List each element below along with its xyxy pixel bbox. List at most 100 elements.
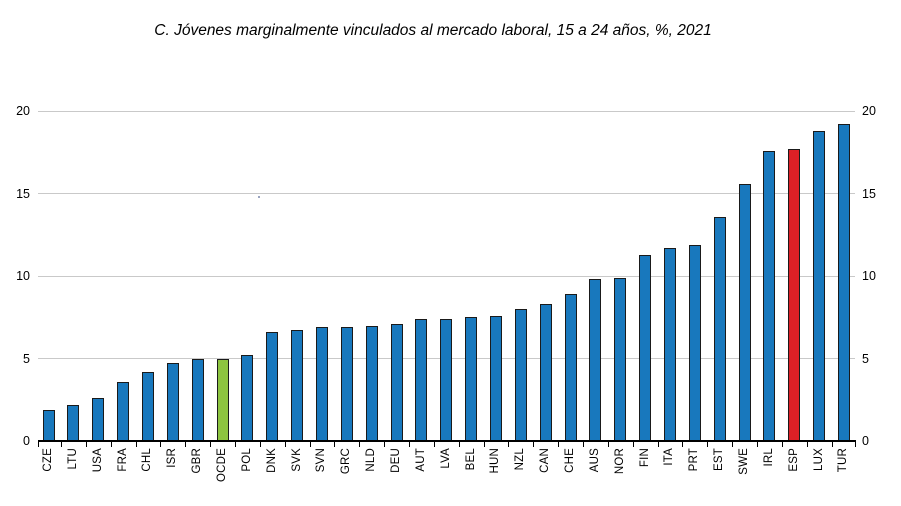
- x-label-AUT: AUT: [414, 448, 427, 472]
- bar-CHL: [141, 371, 154, 441]
- x-label-GBR: GBR: [191, 448, 204, 474]
- bar-AUT: [415, 318, 428, 441]
- y-tick-label-left-5: 5: [23, 351, 30, 366]
- bar-CZE: [42, 409, 55, 441]
- x-label-CAN: CAN: [539, 448, 552, 473]
- bar-PRT: [688, 244, 701, 441]
- x-label-IRL: IRL: [762, 448, 775, 467]
- stray-dot-artifact: [258, 196, 260, 198]
- y-tick-label-right-5: 5: [862, 351, 869, 366]
- bar-POL: [241, 355, 254, 441]
- x-axis-tick: [284, 442, 286, 447]
- x-axis-tick: [533, 442, 535, 447]
- gridline-10: [38, 275, 855, 277]
- x-label-SWE: SWE: [738, 448, 751, 475]
- x-label-PRT: PRT: [688, 448, 701, 472]
- x-label-GRC: GRC: [340, 448, 353, 475]
- x-label-OCDE: OCDE: [216, 448, 228, 483]
- x-axis-tick: [756, 442, 758, 447]
- x-axis-tick: [458, 442, 460, 447]
- bar-HUN: [489, 315, 502, 441]
- x-label-LUX: LUX: [812, 448, 825, 471]
- x-axis-tick: [433, 442, 435, 447]
- x-axis-tick: [135, 442, 137, 447]
- x-label-DEU: DEU: [390, 448, 403, 473]
- x-label-CHL: CHL: [141, 448, 154, 472]
- bar-LTU: [67, 404, 80, 441]
- x-axis-tick: [781, 442, 783, 447]
- bar-AUS: [589, 279, 602, 441]
- bar-USA: [92, 398, 105, 441]
- x-label-USA: USA: [91, 448, 104, 473]
- x-label-CHE: CHE: [564, 448, 577, 473]
- bar-FRA: [117, 381, 130, 441]
- bar-NOR: [614, 277, 627, 441]
- x-axis-tick: [483, 442, 485, 447]
- x-axis-tick: [831, 442, 833, 447]
- x-axis-tick: [359, 442, 361, 447]
- x-label-EST: EST: [713, 448, 726, 471]
- x-axis-tick: [259, 442, 261, 447]
- x-label-ISR: ISR: [166, 448, 179, 468]
- x-label-SVN: SVN: [315, 448, 328, 473]
- bar-ISR: [166, 363, 179, 441]
- x-axis-tick: [160, 442, 162, 447]
- bar-BEL: [465, 317, 478, 441]
- x-label-CZE: CZE: [42, 448, 54, 472]
- bar-LUX: [813, 130, 826, 441]
- x-axis-tick: [60, 442, 62, 447]
- bar-DNK: [266, 332, 279, 441]
- bar-GRC: [340, 327, 353, 441]
- x-axis-tick: [185, 442, 187, 447]
- bar-IRL: [763, 150, 776, 441]
- x-label-NZL: NZL: [514, 448, 527, 471]
- x-axis-tick: [334, 442, 336, 447]
- x-axis-tick: [110, 442, 112, 447]
- y-tick-label-left-0: 0: [23, 434, 30, 448]
- x-label-BEL: BEL: [464, 448, 477, 471]
- x-axis-tick: [607, 442, 609, 447]
- x-label-SVK: SVK: [290, 448, 303, 472]
- bar-NLD: [365, 325, 378, 441]
- bar-ESP: [788, 148, 801, 441]
- bar-SVK: [291, 330, 304, 441]
- gridline-20: [38, 110, 855, 112]
- bar-ITA: [663, 247, 676, 441]
- x-label-TUR: TUR: [837, 448, 850, 473]
- x-label-POL: POL: [240, 448, 253, 472]
- x-label-ITA: ITA: [663, 448, 676, 466]
- x-axis-tick: [707, 442, 709, 447]
- x-axis-tick: [657, 442, 659, 447]
- bar-EST: [713, 216, 726, 441]
- gridline-15: [38, 193, 855, 194]
- x-axis-tick: [508, 442, 510, 447]
- x-label-NOR: NOR: [613, 448, 626, 475]
- bar-LVA: [440, 318, 453, 441]
- y-tick-label-right-20: 20: [862, 104, 876, 118]
- x-axis-tick: [408, 442, 410, 447]
- y-tick-label-left-10: 10: [16, 269, 30, 283]
- x-axis-line: [38, 440, 856, 442]
- y-tick-label-right-15: 15: [862, 186, 876, 201]
- x-label-LVA: LVA: [439, 448, 452, 469]
- x-axis-tick: [732, 442, 734, 447]
- x-axis-tick: [632, 442, 634, 447]
- bar-FIN: [639, 254, 652, 441]
- x-axis-tick: [384, 442, 386, 447]
- x-label-FRA: FRA: [116, 448, 129, 472]
- bar-TUR: [837, 124, 850, 441]
- bar-CHE: [564, 294, 577, 441]
- bar-CAN: [539, 304, 552, 441]
- x-axis-tick: [806, 442, 808, 447]
- bar-SVN: [315, 327, 328, 441]
- y-tick-label-right-0: 0: [862, 434, 869, 448]
- bar-SWE: [738, 183, 751, 441]
- x-axis-tick: [558, 442, 560, 447]
- x-axis-tick: [234, 442, 236, 447]
- x-axis-tick: [210, 442, 212, 447]
- chart-title: C. Jóvenes marginalmente vinculados al m…: [154, 22, 712, 39]
- x-label-LTU: LTU: [66, 448, 79, 470]
- x-axis-tick: [309, 442, 311, 447]
- bar-DEU: [390, 323, 403, 441]
